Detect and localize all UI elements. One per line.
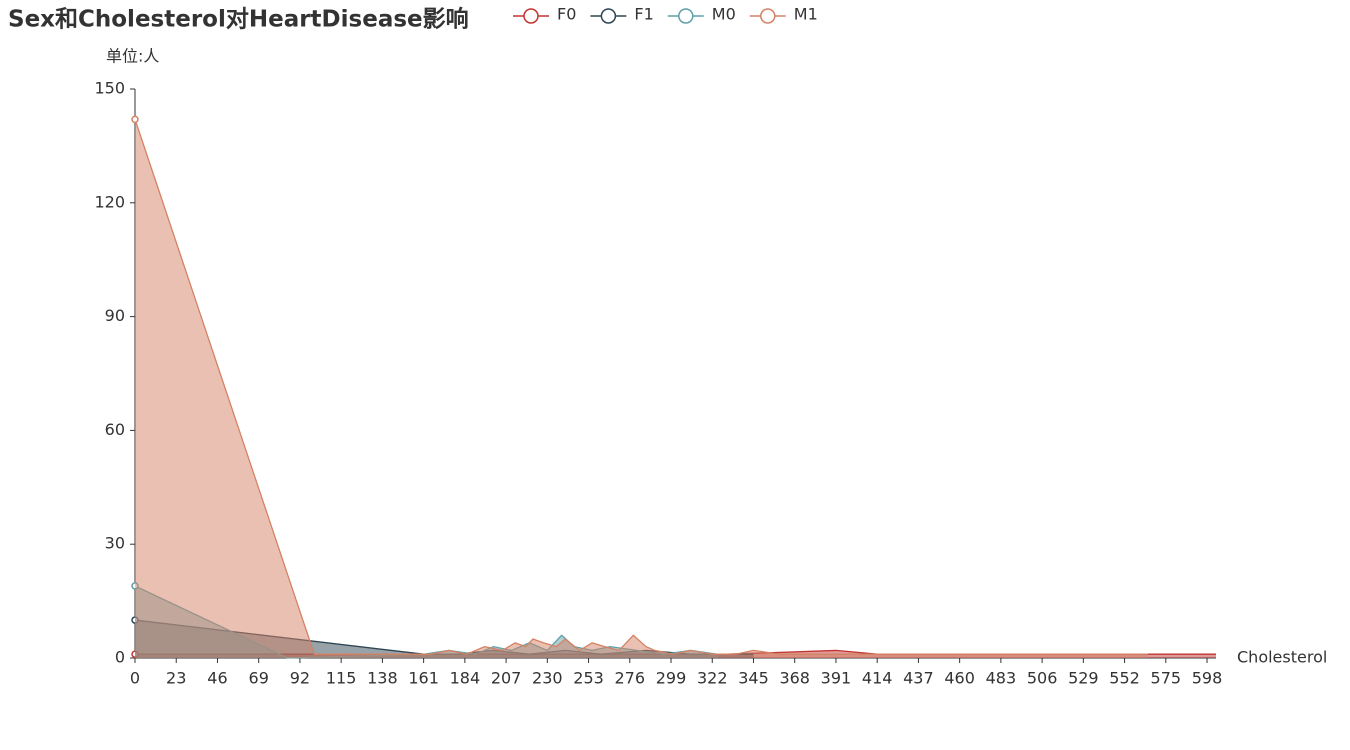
x-tick-label: 115 — [326, 669, 357, 688]
x-tick-label: 184 — [450, 669, 481, 688]
x-tick-label: 483 — [986, 669, 1017, 688]
x-tick-label: 69 — [249, 669, 269, 688]
x-tick-label: 414 — [862, 669, 893, 688]
x-tick-label: 345 — [738, 669, 769, 688]
legend-label: F0 — [557, 5, 576, 24]
point — [131, 115, 139, 124]
y-tick-label: 0 — [115, 648, 125, 667]
line — [134, 119, 1148, 655]
area — [135, 119, 1148, 658]
legend-marker — [760, 8, 776, 24]
x-tick-label: 368 — [779, 669, 810, 688]
x-tick-label: 529 — [1068, 669, 1099, 688]
x-tick-label: 0 — [130, 669, 140, 688]
legend-marker — [523, 8, 539, 24]
x-tick-label: 437 — [903, 669, 934, 688]
x-tick-label: 207 — [491, 669, 522, 688]
x-tick-label: 391 — [821, 669, 852, 688]
y-tick-label: 120 — [94, 192, 125, 211]
y-tick-label: 150 — [94, 79, 125, 98]
x-tick-label: 575 — [1151, 669, 1182, 688]
x-tick-label: 598 — [1192, 669, 1223, 688]
legend-marker — [678, 8, 694, 24]
x-tick-label: 460 — [944, 669, 975, 688]
x-tick-label: 138 — [367, 669, 398, 688]
legend-label: M1 — [794, 5, 818, 24]
y-axis-name: 单位:人 — [106, 47, 159, 66]
x-tick-label: 276 — [615, 669, 646, 688]
x-tick-label: 552 — [1109, 669, 1140, 688]
chart-title: Sex和Cholesterol对HeartDisease影响 — [8, 7, 469, 33]
y-tick-label: 30 — [105, 534, 125, 553]
x-tick-label: 322 — [697, 669, 728, 688]
x-tick-label: 23 — [166, 669, 186, 688]
x-tick-label: 46 — [207, 669, 227, 688]
x-tick-label: 299 — [656, 669, 687, 688]
legend-marker — [600, 8, 617, 24]
legend-label: M0 — [712, 5, 736, 24]
x-tick-label: 92 — [290, 669, 310, 688]
x-tick-label: 161 — [408, 669, 439, 688]
x-axis-name: Cholesterol — [1237, 648, 1327, 667]
x-tick-label: 253 — [573, 669, 604, 688]
x-tick-label: 230 — [532, 669, 563, 688]
y-tick-label: 90 — [105, 306, 125, 325]
x-tick-label: 506 — [1027, 669, 1058, 688]
legend-label: F1 — [634, 5, 653, 24]
y-tick-label: 60 — [105, 420, 125, 439]
